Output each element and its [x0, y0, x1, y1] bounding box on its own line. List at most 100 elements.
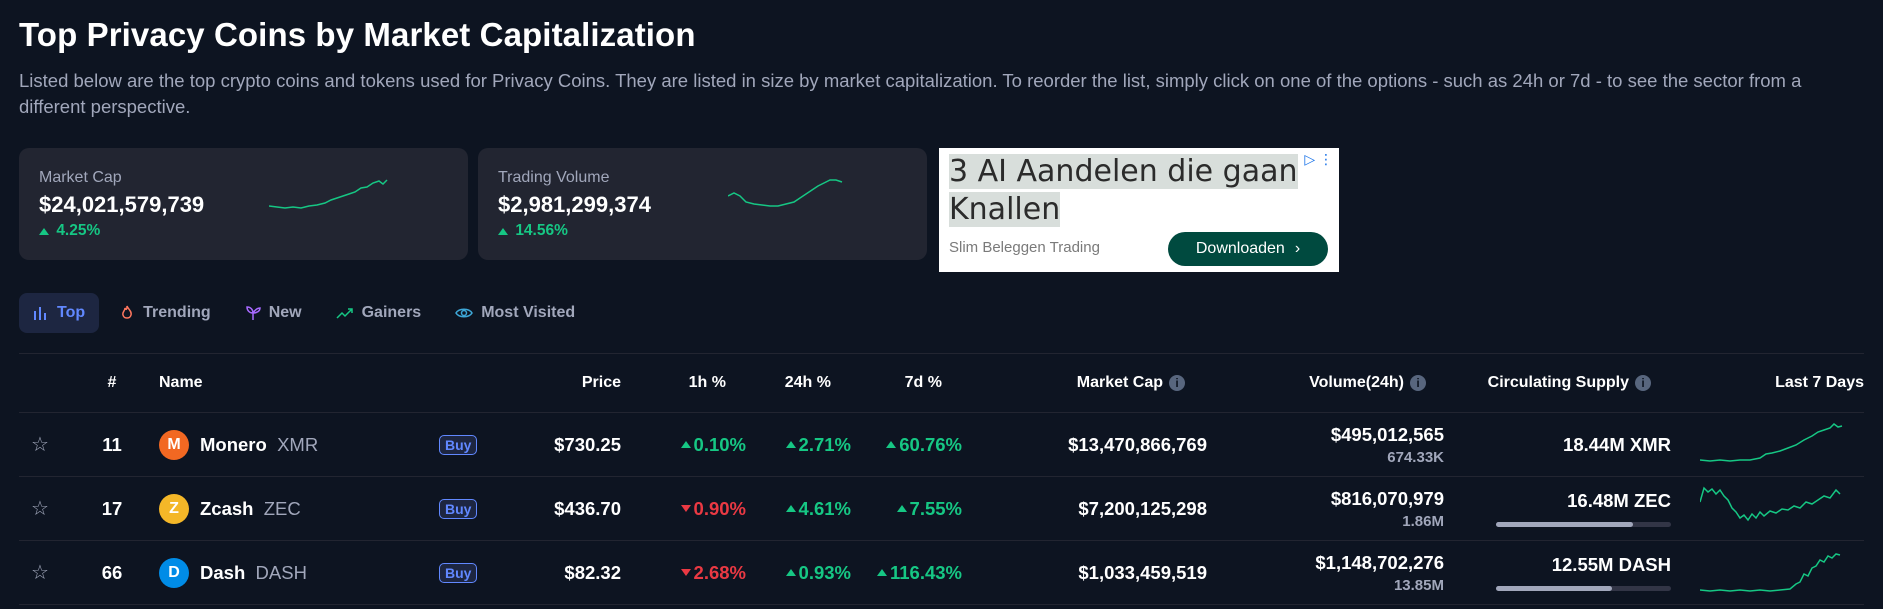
volume-usd: $495,012,565	[1330, 423, 1444, 445]
coin-symbol: DASH	[255, 561, 307, 583]
header-last-7-days: Last 7 Days	[1775, 374, 1864, 391]
circulating-supply: 12.55M DASH	[1439, 541, 1671, 604]
caret-up-icon	[896, 505, 907, 512]
ad-download-button[interactable]: Downloaden ›	[1168, 232, 1328, 266]
header-24h[interactable]: 24h %	[784, 374, 831, 391]
coin-name: Monero	[200, 433, 267, 455]
dash-logo-icon: D	[159, 557, 189, 588]
supply-progress-bar	[1496, 522, 1671, 527]
buy-button[interactable]: Buy	[439, 434, 478, 455]
caret-up-icon	[876, 569, 887, 576]
header-1h[interactable]: 1h %	[688, 374, 726, 391]
caret-up-icon	[680, 441, 691, 448]
market-cap-sparkline	[269, 179, 388, 209]
tab-top[interactable]: Top	[19, 293, 100, 333]
header-market-cap[interactable]: Market Cap i	[1019, 354, 1185, 412]
trend-up-icon	[336, 308, 353, 319]
change-7d: 60.76%	[839, 413, 962, 476]
change-24h: 2.71%	[739, 413, 851, 476]
card-label: Trading Volume	[498, 169, 610, 186]
star-icon[interactable]: ☆	[31, 498, 49, 520]
change-24h: 0.93%	[739, 541, 851, 604]
eye-icon	[455, 308, 474, 318]
tab-new[interactable]: New	[231, 293, 316, 333]
sparkline-7d	[1700, 486, 1841, 522]
chevron-right-icon: ›	[1294, 240, 1301, 257]
buy-button-cell: Buy	[439, 541, 478, 604]
caret-down-icon	[680, 505, 691, 512]
table-row[interactable]: ☆ 66 D Dash DASH Buy $82.32 2.68% 0.93% …	[19, 541, 1864, 605]
bar-chart-icon	[34, 307, 46, 320]
caret-up-icon	[785, 505, 796, 512]
header-circulating-supply[interactable]: Circulating Supply i	[1439, 354, 1651, 412]
volume-coin: 674.33K	[1387, 448, 1444, 466]
caret-up-icon	[498, 228, 508, 235]
tab-trending[interactable]: Trending	[105, 293, 225, 333]
coin-name: Dash	[200, 561, 246, 583]
change-1h: 0.90%	[639, 477, 746, 540]
coin-rank: 11	[102, 433, 122, 455]
info-icon[interactable]: i	[1169, 375, 1185, 391]
coin-symbol: XMR	[277, 433, 319, 455]
market-cap-card[interactable]: Market Cap $24,021,579,739 4.25%	[19, 148, 468, 260]
market-cap: $13,470,866,769	[1068, 433, 1207, 455]
change-1h: 0.10%	[639, 413, 746, 476]
info-icon[interactable]: i	[1635, 375, 1651, 391]
buy-button[interactable]: Buy	[439, 498, 478, 519]
table-row[interactable]: ☆ 11 M Monero XMR Buy $730.25 0.10% 2.71…	[19, 413, 1864, 477]
tab-gainers[interactable]: Gainers	[322, 293, 436, 333]
category-tabs: Top Trending New Gainers Most Visited	[19, 293, 589, 333]
circulating-supply: 16.48M ZEC	[1439, 477, 1671, 540]
change-1h: 2.68%	[639, 541, 746, 604]
tab-most-visited[interactable]: Most Visited	[441, 293, 589, 333]
coin-symbol: ZEC	[263, 497, 301, 519]
ad-source: Slim Beleggen Trading	[949, 239, 1100, 256]
ad-headline[interactable]: 3 AI Aandelen die gaan Knallen	[949, 154, 1298, 227]
coin-name: Zcash	[200, 497, 254, 519]
supply-progress-fill	[1496, 586, 1612, 591]
header-name[interactable]: Name	[159, 374, 203, 391]
header-price[interactable]: Price	[581, 374, 621, 391]
card-label: Market Cap	[39, 169, 122, 186]
volume-coin: 1.86M	[1402, 512, 1444, 530]
market-cap: $7,200,125,298	[1078, 497, 1207, 519]
header-rank[interactable]: #	[107, 374, 117, 391]
coin-name-cell[interactable]: M Monero XMR	[159, 413, 318, 476]
card-change: 4.25%	[39, 222, 100, 240]
trading-volume-sparkline	[728, 179, 843, 207]
trading-volume-card[interactable]: Trading Volume $2,981,299,374 14.56%	[478, 148, 927, 260]
zcash-logo-icon: Z	[159, 493, 189, 524]
header-7d[interactable]: 7d %	[904, 374, 942, 391]
card-change: 14.56%	[498, 222, 568, 240]
caret-down-icon	[680, 569, 691, 576]
volume-usd: $1,148,702,276	[1315, 551, 1444, 573]
caret-up-icon	[886, 441, 897, 448]
info-icon[interactable]: i	[1410, 375, 1426, 391]
star-icon[interactable]: ☆	[31, 434, 49, 456]
buy-button[interactable]: Buy	[439, 562, 478, 583]
supply-progress-bar	[1496, 586, 1671, 591]
volume-cell[interactable]: $1,148,702,276 13.85M	[1219, 541, 1444, 604]
header-volume[interactable]: Volume(24h) i	[1219, 354, 1426, 412]
coin-rank: 17	[101, 497, 123, 519]
advertisement[interactable]: ▷ ⋮ 3 AI Aandelen die gaan Knallen Slim B…	[939, 148, 1339, 272]
table-row[interactable]: ☆ 17 Z Zcash ZEC Buy $436.70 0.90% 4.61%…	[19, 477, 1864, 541]
page-description: Listed below are the top crypto coins an…	[19, 70, 1802, 117]
volume-usd: $816,070,979	[1330, 487, 1444, 509]
coin-name-cell[interactable]: D Dash DASH	[159, 541, 307, 604]
page-title: Top Privacy Coins by Market Capitalizati…	[19, 16, 696, 53]
coins-table: # Name Price 1h % 24h % 7d % Market Cap i…	[19, 353, 1864, 605]
volume-coin: 13.85M	[1393, 576, 1444, 594]
coin-name-cell[interactable]: Z Zcash ZEC	[159, 477, 301, 540]
flame-icon	[122, 305, 133, 319]
coin-price: $436.70	[554, 497, 621, 519]
sparkline-7d	[1700, 553, 1841, 592]
coin-rank: 66	[101, 561, 123, 583]
volume-cell[interactable]: $495,012,565 674.33K	[1219, 413, 1444, 476]
ad-choices-icon[interactable]: ▷ ⋮	[1304, 151, 1333, 167]
star-icon[interactable]: ☆	[31, 562, 49, 584]
caret-up-icon	[39, 228, 49, 235]
volume-cell[interactable]: $816,070,979 1.86M	[1219, 477, 1444, 540]
change-24h: 4.61%	[739, 477, 851, 540]
change-7d: 7.55%	[839, 477, 962, 540]
